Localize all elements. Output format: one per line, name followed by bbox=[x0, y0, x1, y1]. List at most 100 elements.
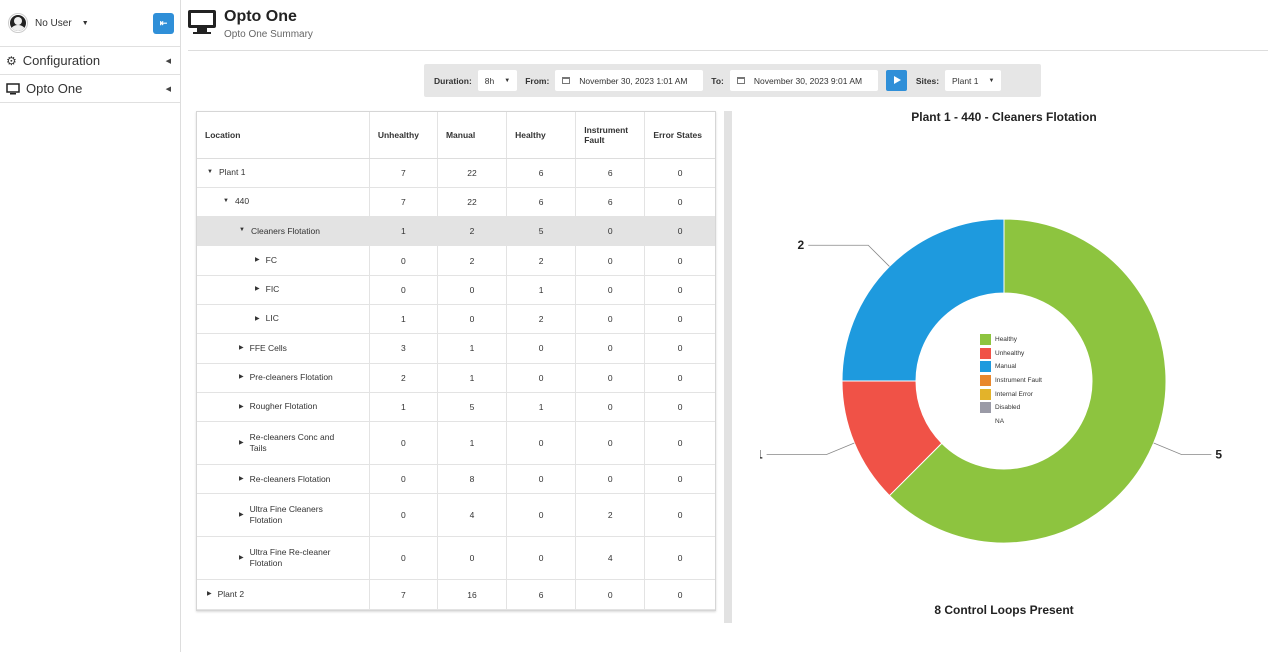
table-row[interactable]: ▶ Ultra Fine Cleaners Flotation 0 4 0 2 0 bbox=[197, 493, 715, 538]
manual-cell: 2 bbox=[437, 245, 508, 276]
location-name: FIC bbox=[265, 284, 280, 295]
caret-right-icon[interactable]: ▶ bbox=[239, 403, 244, 410]
chart-title: Plant 1 - 440 - Cleaners Flotation bbox=[911, 110, 1097, 124]
leader-line bbox=[808, 244, 890, 267]
data-label: 5 bbox=[1215, 447, 1222, 461]
column-header-location[interactable]: Location bbox=[197, 112, 370, 159]
table-row[interactable]: ▶ Re-cleaners Conc and Tails 0 1 0 0 0 bbox=[197, 421, 715, 466]
table-row[interactable]: ▼ Plant 1 7 22 6 6 0 bbox=[197, 158, 715, 188]
location-name: 440 bbox=[234, 196, 250, 207]
location-name: Plant 2 bbox=[217, 588, 245, 599]
error-states-cell: 0 bbox=[644, 464, 715, 495]
location-cell[interactable]: ▶ Re-cleaners Conc and Tails bbox=[197, 421, 370, 466]
table-row[interactable]: ▼ 440 7 22 6 6 0 bbox=[197, 187, 715, 218]
chart-legend: Healthy Unhealthy Manual Instrument Fault In… bbox=[980, 333, 1042, 428]
column-header-unhealthy[interactable]: Unhealthy bbox=[369, 112, 438, 159]
leader-line bbox=[766, 442, 855, 455]
user-menu[interactable]: No User ▼ ⇤ bbox=[0, 0, 180, 47]
caret-down-icon[interactable]: ▼ bbox=[223, 197, 229, 204]
table-row[interactable]: ▶ Rougher Flotation 1 5 1 0 0 bbox=[197, 392, 715, 423]
unhealthy-cell: 0 bbox=[369, 464, 438, 495]
user-name: No User bbox=[35, 17, 72, 29]
unhealthy-cell: 1 bbox=[369, 216, 438, 247]
page-header: Opto One Opto One Summary bbox=[188, 0, 1268, 51]
location-cell[interactable]: ▶ FIC bbox=[197, 275, 370, 305]
legend-item[interactable]: Instrument Fault bbox=[980, 374, 1042, 388]
caret-right-icon[interactable]: ▶ bbox=[239, 439, 244, 446]
slice-manual[interactable] bbox=[841, 218, 1005, 382]
from-date-input[interactable]: November 30, 2023 1:01 AM bbox=[555, 70, 704, 91]
caret-right-icon[interactable]: ▶ bbox=[239, 374, 244, 381]
legend-item[interactable]: Internal Error bbox=[980, 387, 1042, 401]
caret-right-icon[interactable]: ▶ bbox=[255, 286, 260, 293]
legend-item[interactable]: Disabled bbox=[980, 401, 1042, 415]
sidebar-item-configuration[interactable]: ⚙ Configuration ◀ bbox=[0, 47, 180, 75]
caret-right-icon[interactable]: ▶ bbox=[255, 315, 260, 322]
location-cell[interactable]: ▶ FC bbox=[197, 245, 370, 276]
legend-item[interactable]: Unhealthy bbox=[980, 347, 1042, 361]
unhealthy-cell: 7 bbox=[369, 187, 438, 218]
caret-down-icon[interactable]: ▼ bbox=[207, 168, 213, 175]
location-cell[interactable]: ▶ Re-cleaners Flotation bbox=[197, 464, 370, 495]
legend-item[interactable]: Manual bbox=[980, 360, 1042, 374]
avatar bbox=[8, 13, 28, 33]
sidebar-item-label: Configuration bbox=[22, 53, 101, 68]
unhealthy-cell: 0 bbox=[369, 493, 438, 538]
collapse-sidebar-button[interactable]: ⇤ bbox=[153, 13, 174, 34]
healthy-cell: 2 bbox=[506, 245, 577, 276]
instrument-fault-cell: 0 bbox=[575, 464, 646, 495]
location-cell[interactable]: ▶ Ultra Fine Re-cleaner Flotation bbox=[197, 536, 370, 581]
legend-item[interactable]: Healthy bbox=[980, 333, 1042, 347]
caret-down-icon[interactable]: ▼ bbox=[239, 227, 245, 234]
location-name: Re-cleaners Flotation bbox=[249, 473, 331, 484]
table-row[interactable]: ▶ FC 0 2 2 0 0 bbox=[197, 245, 715, 276]
caret-right-icon[interactable]: ▶ bbox=[239, 344, 244, 351]
to-date-input[interactable]: November 30, 2023 9:01 AM bbox=[729, 70, 878, 91]
healthy-cell: 0 bbox=[506, 493, 577, 538]
table-row[interactable]: ▶ Ultra Fine Re-cleaner Flotation 0 0 0 4 0 bbox=[197, 536, 715, 581]
column-header-instrument-fault[interactable]: Instrument Fault bbox=[575, 112, 646, 159]
location-cell[interactable]: ▶ LIC bbox=[197, 304, 370, 335]
legend-swatch bbox=[980, 402, 991, 414]
slice-healthy[interactable] bbox=[888, 218, 1167, 544]
table-row[interactable]: ▶ FIC 0 0 1 0 0 bbox=[197, 275, 715, 305]
healthy-cell: 6 bbox=[506, 187, 577, 218]
caret-right-icon[interactable]: ▶ bbox=[239, 475, 244, 482]
sites-value: Plant 1 bbox=[952, 75, 979, 86]
table-row[interactable]: ▶ LIC 1 0 2 0 0 bbox=[197, 304, 715, 335]
unhealthy-cell: 7 bbox=[369, 158, 438, 188]
caret-right-icon[interactable]: ▶ bbox=[255, 257, 260, 264]
table-row[interactable]: ▶ Re-cleaners Flotation 0 8 0 0 0 bbox=[197, 464, 715, 495]
location-cell[interactable]: ▼ Cleaners Flotation bbox=[197, 216, 370, 247]
table-row[interactable]: ▶ FFE Cells 3 1 0 0 0 bbox=[197, 333, 715, 364]
table-row[interactable]: ▶ Pre-cleaners Flotation 2 1 0 0 0 bbox=[197, 363, 715, 393]
sidebar-item-opto-one[interactable]: Opto One ◀ bbox=[0, 75, 180, 103]
location-cell[interactable]: ▼ Plant 1 bbox=[197, 158, 370, 188]
caret-right-icon[interactable]: ▶ bbox=[239, 554, 244, 561]
location-cell[interactable]: ▶ Plant 2 bbox=[197, 579, 370, 610]
legend-swatch bbox=[980, 388, 991, 400]
location-name: Re-cleaners Conc and Tails bbox=[249, 431, 335, 454]
location-cell[interactable]: ▶ Ultra Fine Cleaners Flotation bbox=[197, 493, 370, 538]
caret-right-icon[interactable]: ▶ bbox=[239, 511, 244, 518]
sites-select[interactable]: Plant 1 ▼ bbox=[945, 70, 1002, 91]
leader-line bbox=[1153, 442, 1212, 455]
duration-select[interactable]: 8h ▼ bbox=[477, 70, 518, 91]
caret-right-icon[interactable]: ▶ bbox=[207, 591, 212, 598]
healthy-cell: 0 bbox=[506, 363, 577, 393]
chevron-down-icon: ▼ bbox=[504, 77, 511, 84]
column-header-error-states[interactable]: Error States bbox=[644, 112, 715, 159]
instrument-fault-cell: 0 bbox=[575, 579, 646, 610]
location-cell[interactable]: ▶ FFE Cells bbox=[197, 333, 370, 364]
play-button[interactable] bbox=[885, 70, 907, 91]
legend-item[interactable]: NA bbox=[980, 415, 1042, 429]
healthy-cell: 0 bbox=[506, 333, 577, 364]
panel-divider[interactable] bbox=[724, 111, 732, 623]
location-cell[interactable]: ▶ Rougher Flotation bbox=[197, 392, 370, 423]
table-row[interactable]: ▶ Plant 2 7 16 6 0 0 bbox=[197, 579, 715, 610]
location-cell[interactable]: ▼ 440 bbox=[197, 187, 370, 218]
location-cell[interactable]: ▶ Pre-cleaners Flotation bbox=[197, 363, 370, 393]
table-row[interactable]: ▼ Cleaners Flotation 1 2 5 0 0 bbox=[197, 216, 715, 247]
column-header-healthy[interactable]: Healthy bbox=[506, 112, 577, 159]
column-header-manual[interactable]: Manual bbox=[437, 112, 508, 159]
